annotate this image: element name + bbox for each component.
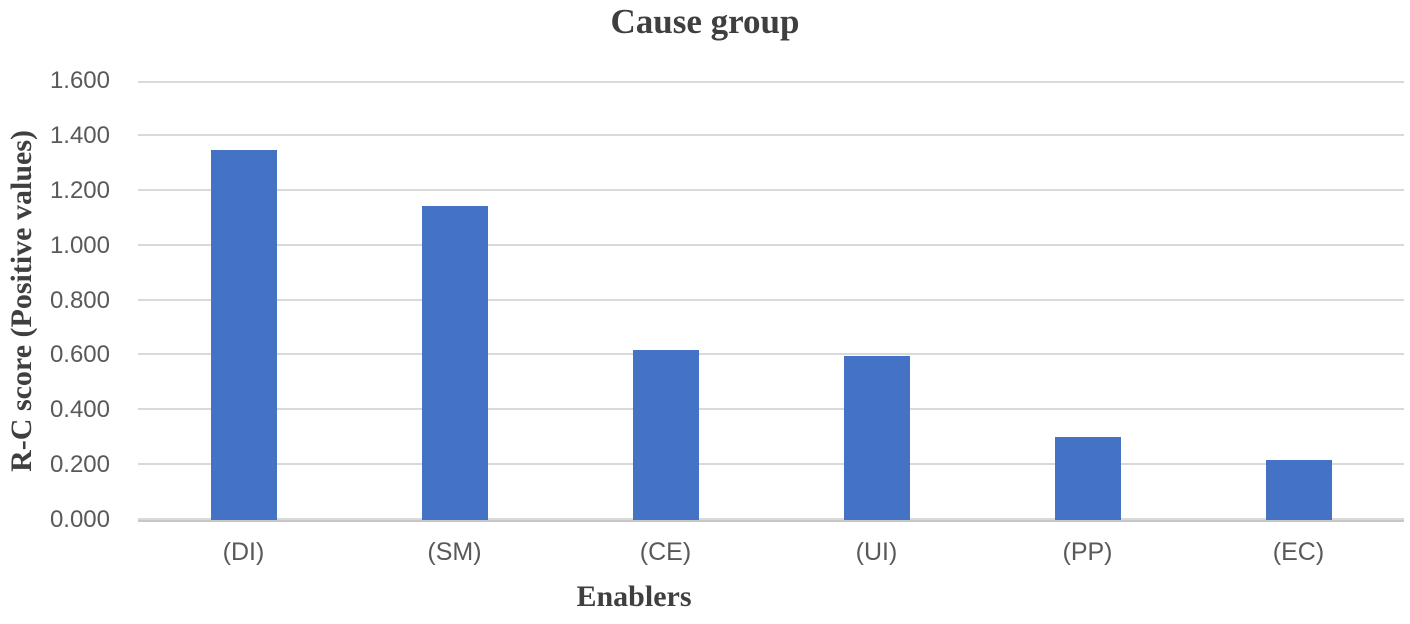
gridline [138, 81, 1404, 83]
gridline [138, 518, 1404, 520]
y-tick-label: 1.200 [49, 176, 110, 204]
y-tick-label: 0.000 [49, 506, 110, 533]
x-tick-label: (UI) [855, 538, 898, 566]
x-tick-label: (CE) [639, 538, 692, 566]
gridline [138, 243, 1404, 246]
x-tick-label: (PP) [1062, 538, 1113, 566]
bar-ce [632, 349, 699, 520]
x-tick-label: (EC) [1272, 538, 1325, 566]
x-tick-label: (SM) [427, 538, 482, 566]
y-tick-label: 0.600 [49, 341, 110, 369]
gridline [138, 133, 1404, 136]
bar-ec [1265, 460, 1332, 520]
x-tick-label: (DI) [222, 538, 265, 566]
y-tick-label: 1.000 [49, 231, 110, 259]
gridline [138, 298, 1404, 301]
gridline [138, 188, 1404, 191]
y-tick-label: 1.400 [49, 121, 110, 149]
y-tick-label: 0.200 [49, 451, 110, 479]
y-tick-label: 0.800 [49, 286, 110, 314]
gridline [138, 408, 1404, 411]
x-axis-title: Enablers [576, 580, 692, 613]
plot-area [138, 81, 1404, 522]
bar-ui [843, 356, 910, 520]
bar-pp [1054, 436, 1121, 520]
chart-title: Cause group [610, 2, 800, 41]
gridline [138, 353, 1404, 356]
y-tick-label: 0.400 [49, 396, 110, 424]
y-tick-label: 1.600 [49, 67, 110, 94]
bar-sm [421, 206, 488, 520]
gridline [138, 463, 1404, 466]
bar-di [210, 149, 277, 520]
